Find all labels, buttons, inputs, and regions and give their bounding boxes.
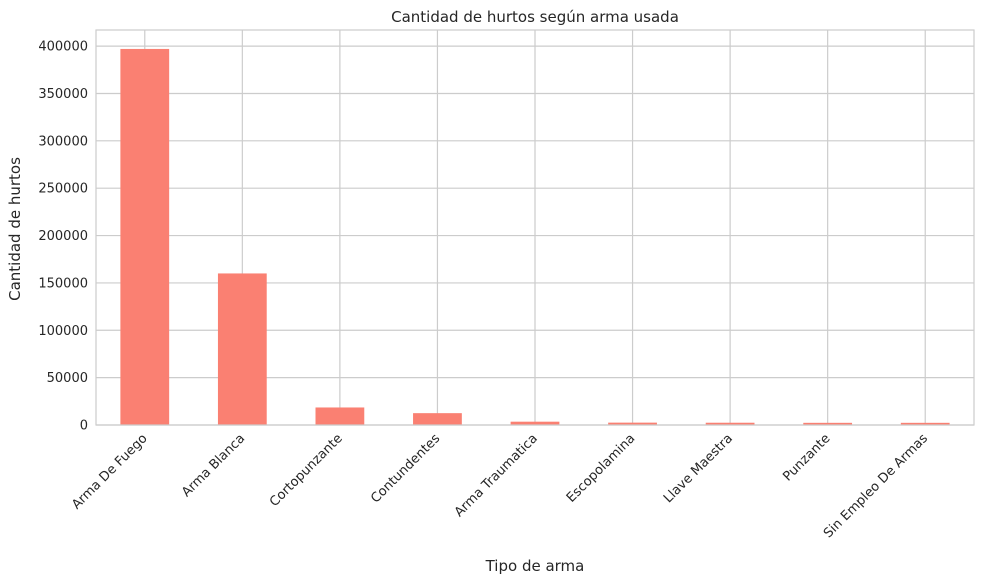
x-tick-label: Sin Empleo De Armas [821,431,931,541]
y-tick-label: 150000 [38,276,88,291]
y-axis-label: Cantidad de hurtos [6,157,24,301]
bar-arma-traumatica [510,421,560,425]
x-tick-label: Arma De Fuego [69,431,150,512]
x-tick-label: Contundentes [368,431,443,506]
x-tick-label: Punzante [780,431,833,484]
y-tick-label: 250000 [38,182,88,197]
bar-llave-maestra [705,422,755,425]
chart-title: Cantidad de hurtos según arma usada [391,8,679,26]
bar-arma-blanca [217,273,267,425]
x-tick-label: Arma Traumatica [452,431,541,520]
x-tick-label: Arma Blanca [179,431,248,500]
bar-escopolamina [608,422,657,425]
y-tick-label: 400000 [38,40,88,55]
x-tick-label: Llave Maestra [661,431,736,506]
bar-arma-de-fuego [120,48,170,425]
bar-cortopunzante [315,407,365,425]
plot-area [95,29,975,426]
y-tick-label: 300000 [38,134,88,149]
y-axis-ticks: 0 50000 100000 150000 200000 250000 300000 3500… [38,40,88,434]
y-tick-label: 200000 [38,229,88,244]
y-tick-label: 100000 [38,324,88,339]
bar-contundentes [413,413,462,425]
bar-punzante [803,422,853,425]
grid-lines [96,30,974,426]
y-tick-label: 50000 [47,371,88,386]
y-tick-label: 350000 [38,87,88,102]
y-tick-label: 0 [80,419,88,434]
x-axis-label: Tipo de arma [485,557,585,575]
x-tick-label: Escopolamina [564,431,639,506]
bar-sin-empleo-de-armas [900,422,950,425]
x-tick-label: Cortopunzante [267,431,346,510]
x-axis-ticks: Arma De Fuego Arma Blanca Cortopunzante Con… [69,431,931,541]
bars [120,48,950,425]
